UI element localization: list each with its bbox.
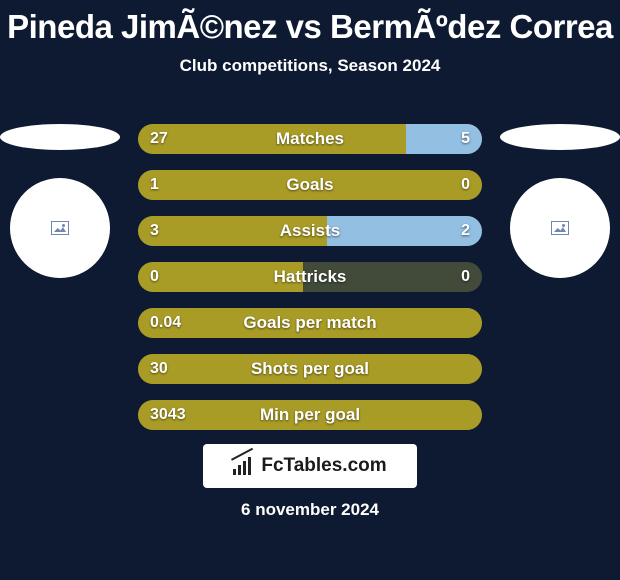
- stat-row: 0.04Goals per match: [138, 308, 482, 338]
- stat-row: 10Goals: [138, 170, 482, 200]
- player-right-avatar: [510, 178, 610, 278]
- image-placeholder-icon: [51, 221, 69, 235]
- stat-row: 30Shots per goal: [138, 354, 482, 384]
- player-left-block: [0, 124, 120, 278]
- stat-left-fill: [138, 354, 482, 384]
- stat-right-fill: [406, 124, 482, 154]
- stat-row: 32Assists: [138, 216, 482, 246]
- image-placeholder-icon: [551, 221, 569, 235]
- stat-row: 3043Min per goal: [138, 400, 482, 430]
- branding-text: FcTables.com: [261, 455, 386, 477]
- avatar-shadow: [0, 124, 120, 150]
- player-right-block: [500, 124, 620, 278]
- subtitle: Club competitions, Season 2024: [0, 56, 620, 76]
- stat-row: 275Matches: [138, 124, 482, 154]
- stat-left-fill: [138, 216, 327, 246]
- comparison-bars: 275Matches 10Goals 32Assists 00Hattricks 0.0…: [138, 124, 482, 446]
- generated-date: 6 november 2024: [0, 500, 620, 520]
- stat-left-fill: [138, 124, 406, 154]
- stat-row: 00Hattricks: [138, 262, 482, 292]
- branding-badge: FcTables.com: [203, 444, 417, 488]
- avatar-shadow: [500, 124, 620, 150]
- player-left-avatar: [10, 178, 110, 278]
- stat-left-fill: [138, 262, 303, 292]
- stat-left-fill: [138, 400, 482, 430]
- stat-left-fill: [138, 170, 482, 200]
- stat-left-fill: [138, 308, 482, 338]
- stat-right-value: 0: [461, 262, 470, 292]
- bar-chart-icon: [233, 457, 255, 475]
- stat-right-fill: [327, 216, 482, 246]
- page-title: Pineda JimÃ©nez vs BermÃºdez Correa: [0, 0, 620, 46]
